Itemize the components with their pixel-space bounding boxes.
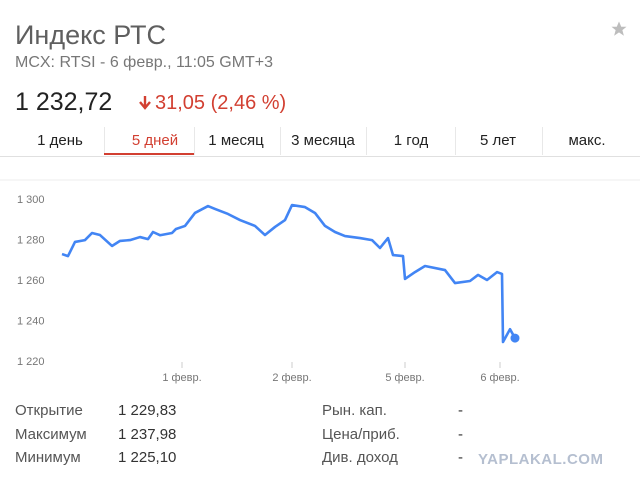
star-icon[interactable] [610,20,628,38]
stat-label: Открытие [15,402,83,419]
tab[interactable]: 5 дней [131,132,179,149]
tab[interactable]: 1 год [393,132,429,149]
stat-value: 1 237,98 [118,426,177,443]
price: 1 232,72 [15,88,113,116]
change: 31,05 (2,46 %) [155,92,287,114]
stat-label: Максимум [15,426,87,443]
tab-separator [194,127,195,155]
x-tick-label: 1 февр. [162,372,201,384]
tab[interactable]: 1 день [37,132,83,149]
down-arrow [139,96,151,110]
y-tick-label: 1 280 [17,234,45,246]
tab-separator [104,127,105,155]
tab-separator [280,127,281,155]
stat-label: Цена/приб. [322,426,400,443]
price-line [61,203,517,344]
stat-value: - [458,449,463,466]
y-tick-label: 1 220 [17,356,45,368]
tab-rule [0,156,640,157]
tab-separator [455,127,456,155]
tab[interactable]: 3 месяца [291,132,355,149]
stat-value: - [458,402,463,419]
last-point [510,333,520,343]
title: Индекс РТС [15,20,166,50]
watermark: YAPLAKAL.COM [478,451,604,468]
y-tick-label: 1 240 [17,315,45,327]
x-tick-label: 6 февр. [480,372,519,384]
x-tick-label: 2 февр. [272,372,311,384]
tab-separator [366,127,367,155]
stat-label: Рын. кап. [322,402,387,419]
y-tick-label: 1 260 [17,275,45,287]
stat-value: 1 225,10 [118,449,177,466]
subtitle: MCX: RTSI - 6 февр., 11:05 GMT+3 [15,54,274,71]
active-tab-underline [104,153,194,155]
tab-separator [542,127,543,155]
tab[interactable]: макс. [568,132,606,149]
stat-value: 1 229,83 [118,402,177,419]
x-tick-label: 5 февр. [385,372,424,384]
tab[interactable]: 1 месяц [208,132,264,149]
tab[interactable]: 5 лет [480,132,516,149]
stat-value: - [458,426,463,443]
y-tick-label: 1 300 [17,194,45,206]
chart: 1 220 1 240 1 260 1 280 1 300 1 февр. 2 февр. 5… [0,179,640,384]
stat-label: Минимум [15,449,81,466]
stat-label: Див. доход [322,449,398,466]
